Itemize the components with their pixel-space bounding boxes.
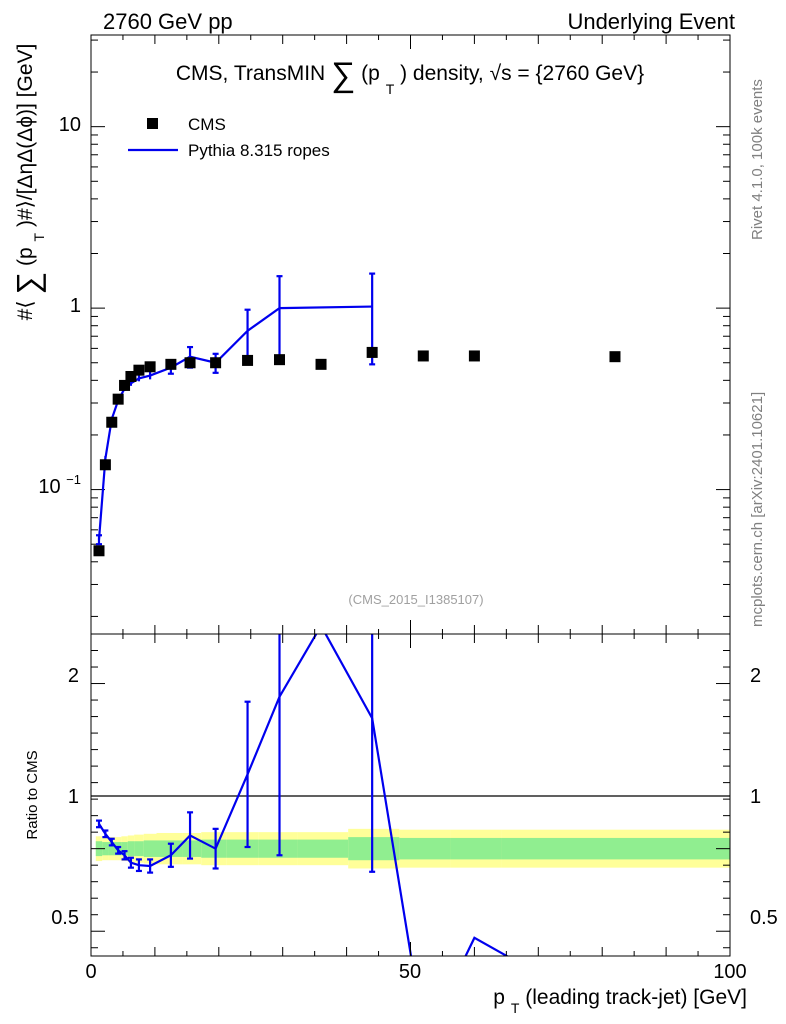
pythia-line (97, 305, 373, 540)
ratio-y-tick-right-1: 1 (750, 786, 761, 808)
ratio-data (95, 634, 510, 956)
main-title: CMS, TransMIN ∑ (p T ) density, √s = {27… (176, 56, 644, 99)
cms-point (242, 354, 254, 366)
main-axis-ticks (90, 35, 731, 634)
cms-point (468, 350, 480, 362)
ratio-band-inner (501, 837, 730, 860)
header-right: Underlying Event (567, 9, 735, 34)
x-tick-label-50: 50 (399, 961, 421, 983)
ratio-band-inner (102, 842, 109, 856)
ratio-y-tick-left-0.5: 0.5 (51, 907, 79, 929)
ratio-y-tick-right-0.5: 0.5 (750, 907, 778, 929)
ratio-y-tick-left-1: 1 (68, 786, 79, 808)
y-tick-label-10: 10 (59, 114, 81, 136)
ratio-y-axis-label: Ratio to CMS (24, 750, 41, 839)
ylabel-open: #⟨ (14, 300, 37, 320)
x-tick-label-100: 100 (713, 961, 746, 983)
ratio-band-inner (348, 837, 400, 861)
y-tick-label-0.1: 10 −1 (38, 472, 81, 498)
ratio-band-inner (450, 837, 502, 860)
ratio-band-inner (182, 840, 202, 857)
main-data (93, 272, 621, 557)
y-tick-label-0.1-base: 10 (38, 476, 60, 498)
ratio-band-inner (127, 841, 135, 857)
cms-point (210, 357, 222, 369)
cms-point (106, 416, 118, 428)
ylabel-subscript: T (31, 232, 47, 241)
cms-point (119, 379, 131, 391)
cms-point (165, 358, 177, 370)
ratio-band-inner (226, 839, 259, 858)
cms-point (366, 346, 378, 358)
legend-cms-label: CMS (188, 115, 226, 134)
xlabel-p: p (493, 986, 505, 1009)
legend: CMS Pythia 8.315 ropes (128, 115, 330, 160)
ratio-band-inner (108, 842, 115, 856)
mcplots-label: mcplots.cern.ch [arXiv:2401.10621] (749, 392, 766, 627)
ratio-plot-frame (90, 633, 731, 957)
analysis-watermark: (CMS_2015_I1385107) (348, 592, 483, 607)
xlabel-rest: (leading track-jet) [GeV] (525, 986, 747, 1009)
cms-point (609, 351, 621, 363)
xlabel-subscript: T (511, 1000, 520, 1016)
cms-point (99, 459, 111, 471)
main-panel: CMS, TransMIN ∑ (p T ) density, √s = {27… (10, 34, 731, 635)
ratio-uncertainty-bands (95, 828, 730, 869)
ylabel-sum-symbol: ∑ (10, 272, 46, 295)
title-suffix: ) density, √s = {2760 GeV} (400, 62, 644, 85)
cms-point (315, 358, 327, 370)
legend-pythia-label: Pythia 8.315 ropes (188, 141, 330, 160)
ratio-panel: Ratio to CMS 2 1 0.5 2 1 0.5 0 50 100 p … (24, 633, 778, 1018)
cms-point (112, 393, 124, 405)
cms-point (184, 357, 196, 369)
title-sum-symbol: ∑ (331, 56, 355, 94)
legend-cms-marker (147, 118, 158, 129)
cms-point (417, 350, 429, 362)
rivet-label: Rivet 4.1.0, 100k events (749, 79, 766, 240)
ratio-band-inner (134, 841, 144, 857)
ratio-y-tick-left-2: 2 (68, 665, 79, 687)
ratio-band-inner (297, 839, 349, 858)
title-subscript: T (386, 81, 395, 97)
main-y-axis-label: #⟨ ∑ (p T )#⟩/[ΔηΔ(Δϕ)] [GeV] (10, 44, 49, 321)
y-tick-label-1: 1 (70, 295, 81, 317)
y-tick-label-0.1-exponent: −1 (66, 472, 81, 487)
ratio-band-inner (121, 842, 128, 856)
ratio-band-inner (156, 840, 183, 857)
cms-point (144, 361, 156, 373)
title-p: (p (361, 62, 380, 85)
ratio-axis-ticks (90, 634, 731, 956)
ylabel-rest: )#⟩/[ΔηΔ(Δϕ)] [GeV] (14, 44, 37, 227)
title-prefix: CMS, TransMIN (176, 62, 325, 85)
ratio-band-inner (143, 840, 157, 857)
ylabel-p: (p (14, 247, 37, 266)
cms-point (133, 364, 145, 376)
ratio-band-inner (258, 839, 298, 858)
ratio-band-inner (399, 837, 451, 860)
x-axis-label: p T (leading track-jet) [GeV] (493, 986, 747, 1018)
cms-point (93, 545, 105, 557)
header-left: 2760 GeV pp (103, 9, 233, 34)
ratio-series-group (95, 634, 510, 956)
ratio-y-tick-right-2: 2 (750, 665, 761, 687)
cms-point (125, 370, 137, 382)
main-plot-frame (90, 34, 731, 635)
ratio-pythia-line (98, 634, 510, 956)
cms-point (274, 354, 286, 366)
x-tick-label-0: 0 (85, 961, 96, 983)
